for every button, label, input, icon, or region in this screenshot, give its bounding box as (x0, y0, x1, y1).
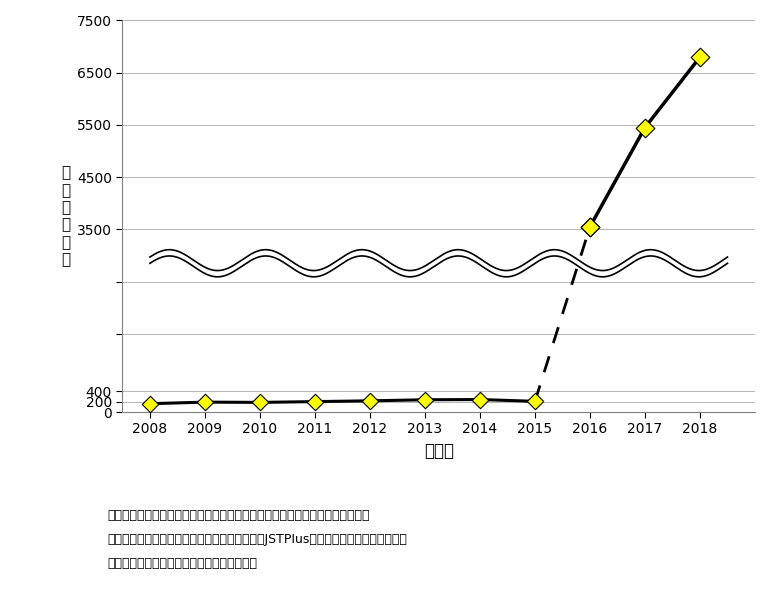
Point (363, 396, 376, 406)
Point (144, 399, 156, 409)
Point (309, 396, 321, 406)
Point (584, 222, 596, 231)
Point (419, 395, 431, 404)
Point (529, 396, 541, 406)
Point (639, 122, 651, 132)
X-axis label: 発行年: 発行年 (424, 442, 454, 460)
Point (694, 52, 706, 62)
Point (254, 398, 266, 407)
Point (584, 222, 596, 231)
Y-axis label: 論
文
発
表
件
数: 論 文 発 表 件 数 (61, 165, 70, 267)
Text: 注１）　直近のデータについては全データが反映されていない可能性がある。: 注１） 直近のデータについては全データが反映されていない可能性がある。 (108, 509, 370, 521)
Text: 分から大幅に増えた影韰も考えられる。: 分から大幅に増えた影韰も考えられる。 (108, 557, 258, 570)
Point (474, 395, 486, 404)
Point (199, 397, 211, 407)
Text: 注２）　２０１６年以降のデータに関しては、JSTPIusの収録資料が２０１６年発行: 注２） ２０１６年以降のデータに関しては、JSTPIusの収録資料が２０１６年発… (108, 533, 407, 546)
